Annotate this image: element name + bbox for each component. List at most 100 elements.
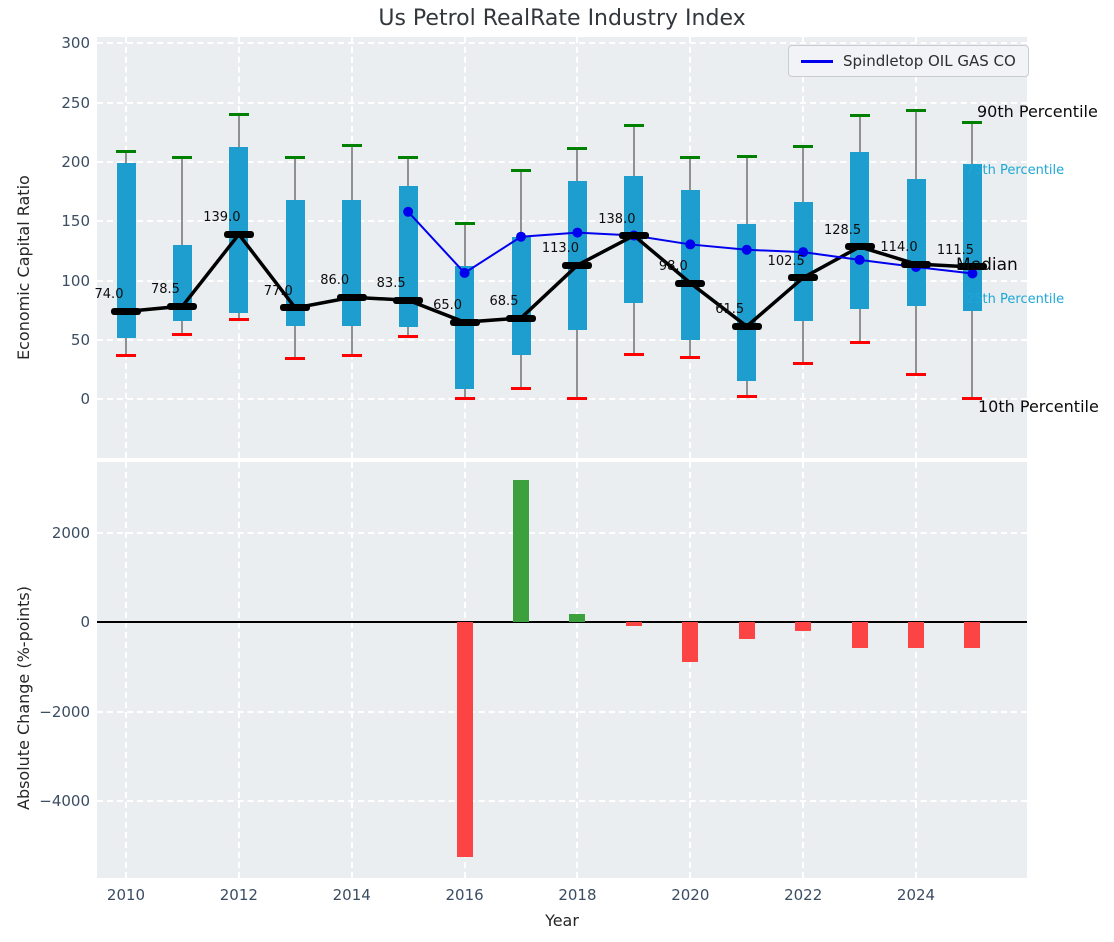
cap-90th-2020 [680,155,701,159]
median-marker-2021 [731,322,762,330]
cap-90th-2011 [172,155,193,159]
top-y-tick-label: 300 [61,34,90,53]
change-bar-2025 [964,622,981,648]
legend: Spindletop OIL GAS CO [788,45,1029,77]
top-axes: 74.0 78.5 139.0 77.0 86.0 83.5 65.0 68.5 113.0 13… [95,37,1027,458]
bottom-y-tick-label: 2000 [51,523,90,542]
change-bar-2023 [851,622,868,649]
cap-90th-2016 [454,222,475,226]
top-gridline-h [97,338,1027,341]
annotation-median: Median [956,255,1018,275]
top-y-tick-label: 0 [80,390,90,409]
change-bar-2020 [682,622,699,663]
top-y-tick-label: 150 [61,212,90,231]
cap-10th-2010 [116,353,136,357]
annotation-75th-percentile: 75th Percentile [966,163,1065,178]
cap-10th-2014 [341,353,362,357]
bottom-gridline-v [237,462,240,878]
cap-90th-2015 [398,155,419,159]
cap-90th-2018 [567,147,588,151]
bottom-gridline-v [125,462,127,878]
annotation-25th-percentile: 25th Percentile [966,292,1065,307]
median-value-label-2010: 74.0 [94,287,124,303]
x-tick-label: 2022 [784,886,823,904]
x-tick-label: 2012 [219,886,258,904]
bottom-gridline-h [97,531,1027,534]
cap-90th-2022 [793,145,814,149]
top-y-tick-label: 100 [61,271,90,290]
change-bar-2016 [456,622,473,858]
median-value-label-2018: 113.0 [541,241,580,257]
median-value-label-2019: 138.0 [598,211,636,227]
iqr-box-2025 [962,164,982,312]
median-value-label-2025: 111.5 [936,242,975,258]
x-tick-label: 2018 [558,886,597,904]
cap-90th-2024 [906,109,927,113]
annotation-90th-percentile: 90th Percentile [977,102,1098,121]
median-value-label-2014: 86.0 [320,273,350,289]
cap-10th-2015 [398,334,419,338]
median-marker-2017 [506,314,536,322]
median-marker-2012 [223,230,254,238]
legend-line-sample [801,59,833,63]
cap-10th-2012 [228,318,249,322]
median-marker-2018 [562,261,593,269]
median-marker-2022 [788,274,819,282]
median-marker-2011 [167,302,198,310]
cap-10th-2021 [736,395,757,399]
median-marker-2010 [111,307,141,315]
cap-90th-2012 [228,112,249,116]
median-marker-2013 [280,304,311,312]
median-value-label-2024: 114.0 [880,240,918,256]
change-bar-2022 [795,622,812,632]
median-marker-2014 [336,293,367,301]
bottom-y-tick-label: −4000 [39,792,90,811]
median-marker-2025 [957,263,988,271]
cap-10th-2011 [172,332,193,336]
cap-10th-2016 [454,396,475,400]
median-marker-2016 [449,318,480,326]
median-value-label-2013: 77.0 [263,283,293,299]
bottom-gridline-v [576,462,579,878]
cap-90th-2013 [285,155,306,159]
cap-90th-2021 [736,154,757,158]
bottom-y-tick-label: 0 [80,613,90,632]
cap-90th-2014 [341,143,362,147]
cap-10th-2013 [285,357,306,361]
cap-10th-2024 [906,372,927,376]
median-value-label-2023: 128.5 [823,222,862,238]
top-gridline-h [97,101,1027,104]
median-value-label-2012: 139.0 [203,210,241,226]
median-value-label-2011: 78.5 [150,282,180,298]
top-gridline-h [97,42,1027,45]
top-y-axis-label: Economic Capital Ratio [14,175,33,360]
median-marker-2024 [901,260,932,268]
top-gridline-h [97,160,1027,163]
median-value-label-2017: 68.5 [489,294,519,309]
bottom-y-tick-label: −2000 [39,702,90,721]
cap-10th-2019 [623,352,644,356]
change-bar-2019 [625,622,642,626]
bottom-gridline-v [802,462,805,878]
top-y-tick-label: 50 [70,330,90,349]
median-marker-2023 [844,243,875,251]
iqr-box-2015 [398,185,418,327]
cap-90th-2025 [962,121,983,125]
iqr-box-2019 [624,176,644,304]
median-value-label-2022: 102.5 [767,253,805,269]
top-y-tick-label: 200 [61,152,90,171]
median-value-label-2020: 98.0 [658,259,688,274]
x-tick-label: 2024 [896,886,936,904]
annotation-10th-percentile: 10th Percentile [978,397,1099,416]
bottom-gridline-v [689,462,692,878]
bottom-gridline-v [350,462,353,878]
chart-title: Us Petrol RealRate Industry Index [378,6,746,31]
cap-10th-2020 [680,356,701,360]
cap-90th-2017 [511,168,531,172]
median-marker-2020 [675,279,706,287]
cap-90th-2019 [623,123,644,127]
top-y-tick-label: 250 [61,93,90,112]
x-tick-label: 2014 [332,886,371,904]
median-value-label-2016: 65.0 [433,298,463,314]
